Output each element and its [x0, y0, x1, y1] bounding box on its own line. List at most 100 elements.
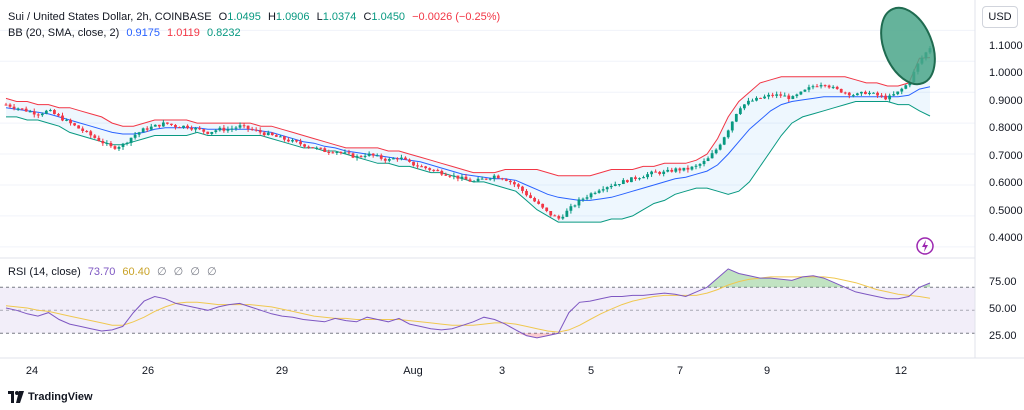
candle — [12, 103, 16, 111]
candle — [355, 154, 359, 161]
price-tick: 1.1000 — [989, 40, 1023, 52]
candle — [335, 151, 339, 155]
candle — [266, 130, 270, 136]
candle — [157, 124, 161, 129]
candle — [456, 175, 460, 182]
candle — [666, 167, 670, 173]
candle — [718, 143, 722, 151]
candle — [492, 174, 496, 182]
candle — [759, 97, 762, 99]
candle — [145, 126, 149, 132]
candle — [408, 158, 411, 163]
candle — [710, 150, 714, 159]
candle — [678, 167, 682, 174]
candle — [783, 92, 787, 97]
candle — [541, 203, 545, 209]
candle — [513, 180, 516, 188]
candle — [674, 167, 678, 173]
high-value: 1.0906 — [275, 11, 310, 23]
candle — [730, 121, 734, 133]
candle — [387, 157, 391, 163]
time-tick: 29 — [275, 365, 289, 377]
candle — [69, 118, 72, 126]
candle — [803, 89, 807, 92]
rsi-ma-value: 60.40 — [122, 266, 150, 278]
candle — [371, 153, 375, 158]
candle — [194, 126, 198, 133]
rsi-overbought-fill — [6, 268, 930, 288]
candle — [53, 109, 56, 115]
candle — [742, 104, 746, 111]
rsi-tick: 50.00 — [989, 303, 1017, 315]
candle — [226, 126, 230, 133]
candle — [295, 139, 298, 143]
time-tick: 7 — [676, 365, 684, 377]
candle — [8, 103, 12, 109]
candle — [149, 123, 153, 131]
candle — [133, 131, 137, 140]
candle — [262, 131, 266, 137]
price-tick: 0.4000 — [989, 232, 1023, 244]
candle — [904, 84, 908, 90]
candle — [508, 179, 512, 185]
candle — [383, 157, 387, 164]
symbol-title[interactable]: Sui / United States Dollar, 2h, COINBASE — [8, 11, 212, 23]
candle — [424, 165, 428, 170]
price-tick: 0.5000 — [989, 205, 1023, 217]
candle — [553, 214, 557, 217]
candle — [900, 87, 904, 95]
candle — [690, 166, 694, 171]
candle — [855, 92, 859, 96]
candle — [339, 151, 343, 155]
candle — [815, 83, 819, 88]
time-tick: 26 — [141, 365, 155, 377]
candle — [343, 149, 347, 154]
candle — [230, 125, 234, 133]
candle — [36, 113, 40, 119]
candle — [876, 91, 879, 98]
candle — [557, 214, 561, 221]
candle — [57, 112, 60, 117]
rsi-tick: 25.00 — [989, 330, 1017, 342]
candle — [367, 151, 371, 157]
candle — [613, 181, 617, 187]
candle — [738, 106, 742, 115]
candle — [609, 183, 613, 190]
candle — [327, 149, 331, 155]
candle — [702, 158, 706, 167]
candle — [270, 132, 274, 136]
candle — [218, 126, 222, 132]
candle — [771, 92, 775, 98]
candle — [214, 129, 218, 134]
currency-button[interactable]: USD — [982, 6, 1018, 28]
rsi-indicator-name[interactable]: RSI (14, close) — [8, 266, 81, 278]
candle — [658, 170, 662, 176]
candle — [496, 174, 500, 179]
bolt-icon[interactable] — [915, 236, 935, 256]
candle — [109, 141, 113, 148]
candle — [238, 122, 242, 130]
candle — [20, 108, 24, 111]
candle — [831, 85, 835, 90]
candle — [287, 137, 290, 143]
candle — [835, 85, 839, 90]
candle — [347, 149, 351, 155]
candle — [577, 197, 581, 209]
tradingview-logo[interactable]: TradingView — [8, 391, 93, 403]
bollinger-basis-line — [5, 86, 931, 201]
candle — [537, 199, 541, 205]
bb-legend[interactable]: BB (20, SMA, close, 2) 0.9175 1.0119 0.8… — [8, 26, 245, 40]
candle — [892, 91, 896, 97]
candle — [32, 108, 36, 118]
rsi-ma-line — [5, 276, 931, 333]
candle — [315, 146, 319, 150]
rsi-legend[interactable]: RSI (14, close) 73.70 60.40 ∅ ∅ ∅ ∅ — [8, 265, 221, 279]
candle — [311, 147, 315, 149]
candle — [153, 124, 157, 127]
candle — [525, 189, 528, 197]
candle — [799, 91, 803, 96]
candle — [670, 167, 674, 173]
bb-indicator-name[interactable]: BB (20, SMA, close, 2) — [8, 27, 120, 39]
candle — [646, 172, 649, 180]
